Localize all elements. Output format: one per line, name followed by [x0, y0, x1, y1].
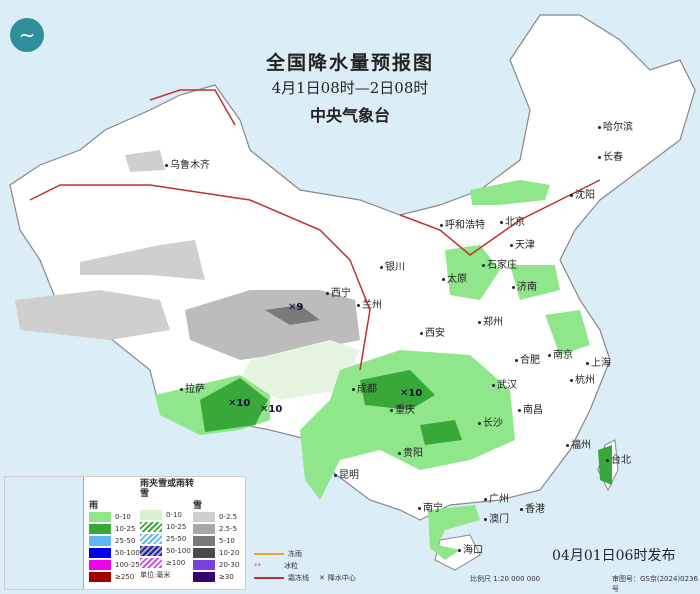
city-label: 台北 [606, 455, 631, 467]
rain-area [445, 245, 500, 300]
legend: 雨 0-10 10-25 25-50 50-100 100-250 ≥250 雨… [4, 476, 246, 590]
snow-area [265, 305, 320, 325]
precip-center-9: ✕9 [288, 302, 304, 313]
precip-center-10: ✕10 [260, 404, 283, 415]
snow-area [185, 290, 360, 360]
legend-symbols: 冻雨 ** 冰粒 霜冻线 ✕ 降水中心 [254, 550, 356, 582]
sleet-area [240, 340, 360, 400]
precip-center-10: ✕10 [228, 398, 251, 409]
city-label: 石家庄 [482, 260, 517, 272]
city-label: 长沙 [478, 418, 503, 430]
city-label: 南京 [548, 350, 573, 362]
legend-sleet: 雨夹雪或雨转雪 0-10 10-25 25-50 50-100 ≥100 单位:… [140, 479, 195, 579]
publish-time: 04月01日06时发布 [552, 548, 676, 564]
city-label: 银川 [380, 262, 405, 274]
city-label: 海口 [458, 545, 483, 557]
city-label: 南昌 [518, 405, 543, 417]
map-scale: 比例尺 1:20 000 000 [470, 575, 541, 583]
city-label: 福州 [566, 440, 591, 452]
city-label: 郑州 [478, 317, 503, 329]
snow-area [125, 150, 165, 172]
city-label: 太原 [442, 274, 467, 286]
city-label: 成都 [352, 384, 377, 396]
review-number: 审图号：GS京(2024)0236号 [612, 575, 698, 593]
city-label: 兰州 [357, 300, 382, 312]
city-label: 沈阳 [570, 190, 595, 202]
city-label: 广州 [484, 494, 509, 506]
city-label: 长春 [598, 152, 623, 164]
frost-line [399, 179, 601, 256]
city-label: 拉萨 [180, 384, 205, 396]
city-label: 重庆 [390, 405, 415, 417]
city-label: 呼和浩特 [440, 220, 485, 232]
city-label: 西宁 [326, 288, 351, 300]
snow-area [80, 240, 205, 280]
city-label: 香港 [520, 504, 545, 516]
city-label: 澳门 [484, 514, 509, 526]
frost-line [149, 89, 236, 126]
city-label: 杭州 [570, 375, 595, 387]
cma-logo-icon: ~ [10, 18, 44, 52]
legend-snow: 雪 0-2.5 2.5-5 5-10 10-20 20-30 ≥30 [193, 501, 240, 582]
city-label: 武汉 [492, 380, 517, 392]
rain-area [200, 378, 268, 432]
rain-area [545, 310, 590, 355]
city-label: 贵阳 [398, 448, 423, 460]
city-label: 南宁 [418, 503, 443, 515]
south-china-sea-inset [5, 477, 84, 589]
city-label: 哈尔滨 [598, 122, 633, 134]
map-title: 全国降水量预报图 [265, 52, 434, 74]
rain-area [470, 180, 550, 205]
city-label: 天津 [510, 240, 535, 252]
city-label: 济南 [512, 282, 537, 294]
legend-rain: 雨 0-10 10-25 25-50 50-100 100-250 ≥250 [89, 501, 145, 582]
time-range: 4月1日08时—2日08时 [271, 79, 429, 97]
city-label: 西安 [420, 328, 445, 340]
rain-area [420, 420, 462, 445]
rain-area [428, 505, 480, 560]
city-label: 北京 [500, 217, 525, 229]
city-label: 合肥 [515, 355, 540, 367]
snow-area [15, 290, 170, 340]
issuer: 中央气象台 [309, 106, 390, 125]
city-label: 乌鲁木齐 [165, 160, 210, 172]
rain-area [360, 370, 435, 410]
city-label: 上海 [586, 358, 611, 370]
precip-center-10: ✕10 [400, 388, 423, 399]
city-label: 昆明 [334, 470, 359, 482]
